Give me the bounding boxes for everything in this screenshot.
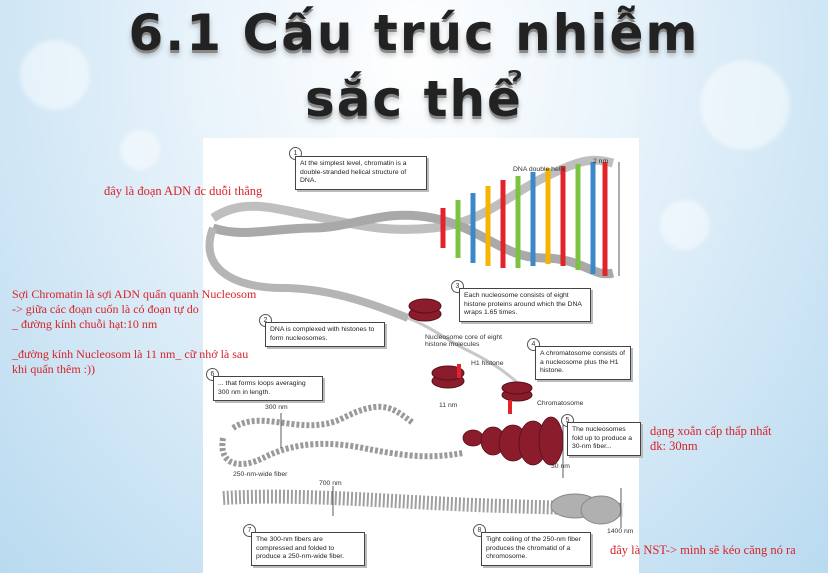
label-dna-double-helix: DNA double helix [513, 166, 566, 173]
note-adn-straight: đây là đoạn ADN đc duỗi thẳng [104, 184, 263, 198]
callout-nucleosome-eight-histones: Each nucleosome consists of eight histon… [459, 288, 591, 322]
slide-title-line2: sắc thể [305, 70, 523, 128]
label-chromatosome: Chromatosome [537, 400, 584, 407]
callout-simplest-level: At the simplest level, chromatin is a do… [295, 156, 427, 190]
note-nst: đây là NST-> mình sẽ kéo căng nó ra [610, 543, 796, 557]
background-bokeh [660, 200, 710, 250]
dna-double-helix-graphic [210, 155, 620, 279]
background-bokeh [700, 60, 790, 150]
callout-chromatosome: A chromatosome consists of a nucleosome … [535, 346, 631, 380]
callout-dna-complexed-histones: DNA is complexed with histones to form n… [265, 322, 385, 347]
background-bokeh [20, 40, 90, 110]
callout-30nm-fiber: The nucleosomes fold up to produce a 30-… [567, 422, 641, 456]
label-700nm: 700 nm [319, 480, 342, 487]
label-1400nm: 1400 nm [607, 528, 634, 535]
slide-title-line1: 6.1 Cấu trúc nhiễm [128, 4, 700, 62]
callout-250nm-fiber: The 300-nm fibers are compressed and fol… [251, 532, 365, 566]
label-250nm-fiber: 250-nm-wide fiber [233, 471, 288, 478]
label-nucleosome-core: Nucleosome core of eight histone molecul… [425, 334, 503, 348]
note-lowest-coil: dạng xoắn cấp thấp nhất đk: 30nm [650, 424, 772, 453]
callout-chromatid: Tight coiling of the 250-nm fiber produc… [481, 532, 591, 566]
label-11nm: 11 nm [439, 402, 458, 409]
chromatin-diagram [205, 155, 624, 528]
label-30nm: 30 nm [551, 463, 570, 470]
label-2nm: 2 nm [593, 158, 609, 165]
thirty-nm-fiber-graphic [462, 416, 564, 466]
chromatid-graphic [550, 493, 622, 525]
nucleosome-graphics [408, 298, 533, 402]
background-bokeh [120, 130, 160, 170]
note-chromatin: Sợi Chromatin là sợi ADN quấn quanh Nucl… [12, 287, 257, 376]
label-h1-histone: H1 histone [471, 360, 504, 367]
label-300nm: 300 nm [265, 404, 288, 411]
callout-loops-300nm: ... that forms loops averaging 300 nm in… [213, 376, 323, 401]
chromatin-structure-figure: 1 At the simplest level, chromatin is a … [203, 138, 641, 573]
